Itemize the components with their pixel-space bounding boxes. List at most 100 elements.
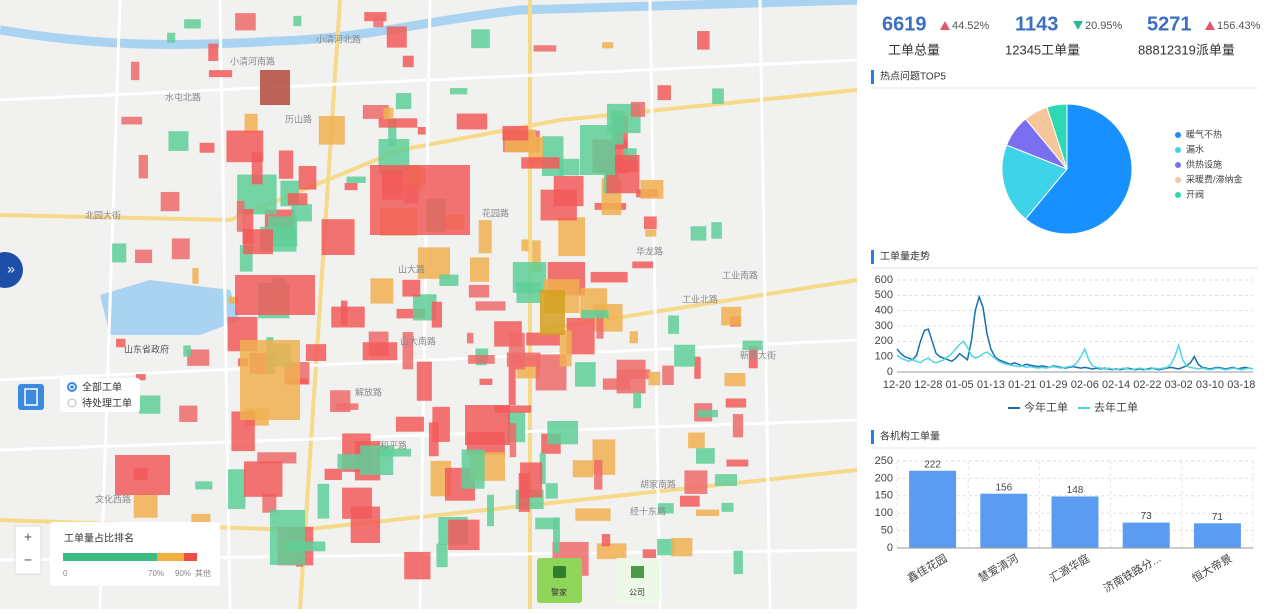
street-label: 新泺大街 bbox=[740, 349, 776, 360]
bar bbox=[909, 470, 957, 548]
heat-block bbox=[243, 461, 283, 497]
heat-block bbox=[257, 452, 297, 464]
heat-block bbox=[526, 332, 560, 346]
heat-block bbox=[521, 157, 560, 169]
pie-slice bbox=[1024, 103, 1133, 235]
heat-block bbox=[695, 509, 720, 517]
heat-block bbox=[684, 470, 708, 494]
stat-value: 5271 bbox=[1147, 13, 1192, 35]
clipboard-icon bbox=[24, 388, 38, 406]
heat-block bbox=[616, 359, 646, 394]
map[interactable]: 小清河北路 小清河南路 北园大街 山东省政府 工业北路 工业南路 山大路 经十东… bbox=[0, 0, 858, 610]
bar bbox=[1193, 523, 1241, 548]
heat-block bbox=[468, 284, 490, 298]
legend-label: 暖气不热 bbox=[1186, 128, 1222, 139]
heat-block bbox=[199, 142, 215, 153]
heat-block bbox=[465, 405, 510, 445]
heat-block bbox=[633, 392, 642, 409]
legend-label: 漏水 bbox=[1186, 143, 1204, 154]
heat-block bbox=[697, 31, 710, 50]
heat-block bbox=[278, 150, 294, 179]
heat-block bbox=[572, 460, 594, 478]
street-label: 和平路 bbox=[380, 439, 407, 450]
stat-change: 20.95% bbox=[1085, 20, 1123, 32]
heat-block bbox=[742, 340, 763, 351]
heat-block bbox=[324, 468, 342, 481]
heat-block bbox=[596, 313, 604, 339]
heat-block bbox=[688, 432, 705, 449]
heat-block bbox=[732, 414, 744, 438]
street-label: 小清河南路 bbox=[230, 55, 275, 66]
street-label: 水屯北路 bbox=[165, 91, 201, 102]
filter-option[interactable]: 待处理工单 bbox=[82, 397, 132, 410]
heat-block bbox=[487, 494, 494, 527]
clipboard-button[interactable] bbox=[18, 384, 44, 410]
heat-block bbox=[335, 403, 359, 410]
heat-block bbox=[386, 26, 407, 48]
street-label: 历山路 bbox=[285, 113, 312, 124]
heat-block bbox=[558, 158, 580, 176]
company-button[interactable] bbox=[615, 558, 660, 603]
x-tick-label: 12-28 bbox=[914, 379, 942, 391]
heat-block bbox=[657, 503, 674, 514]
stat-label: 工单总量 bbox=[888, 42, 940, 57]
y-tick-label: 100 bbox=[875, 351, 893, 363]
heat-block bbox=[478, 220, 492, 254]
heat-block bbox=[553, 517, 560, 553]
zoom-in[interactable]: + bbox=[24, 529, 32, 545]
heat-block bbox=[395, 93, 412, 110]
trend-icon bbox=[940, 21, 950, 30]
street-label: 花园路 bbox=[482, 207, 509, 218]
heat-block bbox=[187, 349, 210, 366]
legend-seg bbox=[157, 553, 184, 561]
heat-block bbox=[724, 373, 746, 387]
radio[interactable] bbox=[67, 398, 77, 408]
heat-block bbox=[226, 130, 264, 163]
heat-block bbox=[679, 495, 700, 507]
trend-icon bbox=[1073, 21, 1083, 30]
heat-block bbox=[287, 193, 308, 205]
heat-block bbox=[657, 85, 671, 101]
legend-label: 采暖费/滞纳金 bbox=[1186, 173, 1243, 184]
heat-block bbox=[645, 229, 657, 237]
trend-icon bbox=[1205, 21, 1215, 30]
bar-value-label: 73 bbox=[1141, 511, 1153, 522]
legend-marker bbox=[1175, 177, 1181, 183]
heat-block bbox=[171, 238, 190, 260]
heat-block bbox=[431, 301, 442, 328]
heat-block bbox=[540, 290, 565, 335]
legend-seg bbox=[63, 553, 157, 561]
heat-block bbox=[179, 405, 198, 422]
heat-block bbox=[402, 332, 414, 370]
heat-block bbox=[331, 306, 365, 328]
heat-block bbox=[416, 361, 432, 401]
y-tick-label: 50 bbox=[881, 525, 893, 537]
heat-block bbox=[436, 543, 448, 568]
heat-block bbox=[671, 538, 693, 557]
y-tick-label: 500 bbox=[875, 289, 893, 301]
y-tick-label: 250 bbox=[875, 455, 893, 467]
heat-block bbox=[712, 88, 724, 104]
x-tick-label: 01-21 bbox=[1008, 379, 1036, 391]
x-tick-label: 03-18 bbox=[1227, 379, 1255, 391]
expand-button[interactable] bbox=[0, 252, 23, 288]
heat-block bbox=[133, 494, 158, 518]
x-tick-label: 02-14 bbox=[1102, 379, 1130, 391]
heat-block bbox=[344, 183, 358, 191]
heat-block bbox=[694, 356, 701, 379]
heat-block bbox=[362, 105, 389, 119]
y-tick-label: 0 bbox=[887, 366, 893, 378]
heat-block bbox=[231, 411, 255, 452]
heat-block bbox=[195, 481, 213, 490]
heat-block bbox=[690, 226, 707, 241]
heat-block bbox=[533, 45, 557, 52]
zoom-out[interactable]: − bbox=[24, 552, 32, 568]
filter-option[interactable]: 全部工单 bbox=[82, 381, 122, 394]
stat-label: 88812319派单量 bbox=[1138, 42, 1235, 57]
heat-block bbox=[377, 448, 412, 457]
heat-block bbox=[428, 422, 439, 457]
heat-block bbox=[695, 448, 715, 464]
police-button[interactable] bbox=[537, 558, 582, 603]
heat-block bbox=[135, 249, 153, 264]
heat-block bbox=[721, 306, 742, 326]
